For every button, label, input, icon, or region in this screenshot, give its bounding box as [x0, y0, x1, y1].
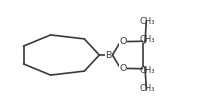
Text: O: O	[119, 64, 127, 73]
Text: CH₃: CH₃	[140, 66, 155, 75]
Text: CH₃: CH₃	[140, 84, 155, 93]
Text: B: B	[105, 50, 112, 60]
Text: CH₃: CH₃	[140, 17, 155, 26]
Text: O: O	[119, 37, 127, 46]
Text: CH₃: CH₃	[140, 35, 155, 44]
